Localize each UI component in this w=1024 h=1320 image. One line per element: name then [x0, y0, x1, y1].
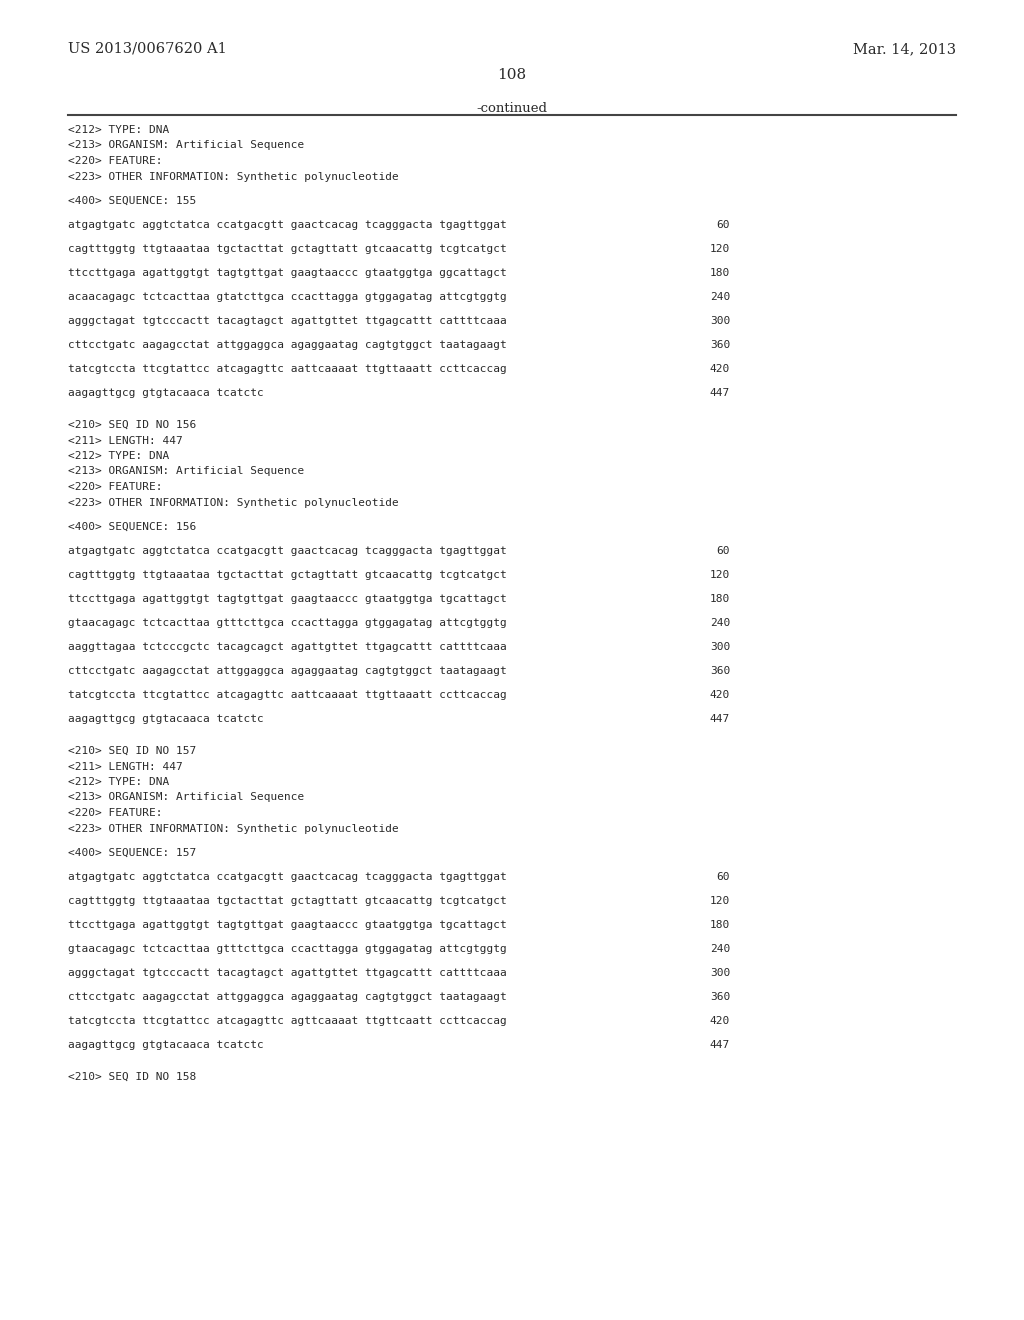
- Text: 447: 447: [710, 388, 730, 397]
- Text: ttccttgaga agattggtgt tagtgttgat gaagtaaccc gtaatggtga tgcattagct: ttccttgaga agattggtgt tagtgttgat gaagtaa…: [68, 594, 507, 603]
- Text: <223> OTHER INFORMATION: Synthetic polynucleotide: <223> OTHER INFORMATION: Synthetic polyn…: [68, 498, 398, 507]
- Text: 60: 60: [717, 545, 730, 556]
- Text: 240: 240: [710, 618, 730, 627]
- Text: atgagtgatc aggtctatca ccatgacgtt gaactcacag tcagggacta tgagttggat: atgagtgatc aggtctatca ccatgacgtt gaactca…: [68, 871, 507, 882]
- Text: tatcgtccta ttcgtattcc atcagagttc aattcaaaat ttgttaaatt ccttcaccag: tatcgtccta ttcgtattcc atcagagttc aattcaa…: [68, 689, 507, 700]
- Text: 108: 108: [498, 69, 526, 82]
- Text: gtaacagagc tctcacttaa gtttcttgca ccacttagga gtggagatag attcgtggtg: gtaacagagc tctcacttaa gtttcttgca ccactta…: [68, 618, 507, 627]
- Text: <212> TYPE: DNA: <212> TYPE: DNA: [68, 777, 169, 787]
- Text: gtaacagagc tctcacttaa gtttcttgca ccacttagga gtggagatag attcgtggtg: gtaacagagc tctcacttaa gtttcttgca ccactta…: [68, 944, 507, 953]
- Text: 60: 60: [717, 871, 730, 882]
- Text: 120: 120: [710, 243, 730, 253]
- Text: aaggttagaa tctcccgctc tacagcagct agattgttet ttgagcattt cattttcaaa: aaggttagaa tctcccgctc tacagcagct agattgt…: [68, 642, 507, 652]
- Text: acaacagagc tctcacttaa gtatcttgca ccacttagga gtggagatag attcgtggtg: acaacagagc tctcacttaa gtatcttgca ccactta…: [68, 292, 507, 301]
- Text: <400> SEQUENCE: 156: <400> SEQUENCE: 156: [68, 521, 197, 532]
- Text: 300: 300: [710, 968, 730, 978]
- Text: aagagttgcg gtgtacaaca tcatctc: aagagttgcg gtgtacaaca tcatctc: [68, 388, 264, 397]
- Text: 180: 180: [710, 268, 730, 277]
- Text: <220> FEATURE:: <220> FEATURE:: [68, 482, 163, 492]
- Text: <212> TYPE: DNA: <212> TYPE: DNA: [68, 125, 169, 135]
- Text: <220> FEATURE:: <220> FEATURE:: [68, 156, 163, 166]
- Text: 120: 120: [710, 895, 730, 906]
- Text: cagtttggtg ttgtaaataa tgctacttat gctagttatt gtcaacattg tcgtcatgct: cagtttggtg ttgtaaataa tgctacttat gctagtt…: [68, 243, 507, 253]
- Text: ttccttgaga agattggtgt tagtgttgat gaagtaaccc gtaatggtga tgcattagct: ttccttgaga agattggtgt tagtgttgat gaagtaa…: [68, 920, 507, 929]
- Text: 360: 360: [710, 339, 730, 350]
- Text: <210> SEQ ID NO 158: <210> SEQ ID NO 158: [68, 1072, 197, 1082]
- Text: 240: 240: [710, 944, 730, 953]
- Text: <210> SEQ ID NO 157: <210> SEQ ID NO 157: [68, 746, 197, 756]
- Text: aagagttgcg gtgtacaaca tcatctc: aagagttgcg gtgtacaaca tcatctc: [68, 1040, 264, 1049]
- Text: <213> ORGANISM: Artificial Sequence: <213> ORGANISM: Artificial Sequence: [68, 466, 304, 477]
- Text: <223> OTHER INFORMATION: Synthetic polynucleotide: <223> OTHER INFORMATION: Synthetic polyn…: [68, 172, 398, 181]
- Text: <220> FEATURE:: <220> FEATURE:: [68, 808, 163, 818]
- Text: cagtttggtg ttgtaaataa tgctacttat gctagttatt gtcaacattg tcgtcatgct: cagtttggtg ttgtaaataa tgctacttat gctagtt…: [68, 895, 507, 906]
- Text: 240: 240: [710, 292, 730, 301]
- Text: -continued: -continued: [476, 102, 548, 115]
- Text: agggctagat tgtcccactt tacagtagct agattgttet ttgagcattt cattttcaaa: agggctagat tgtcccactt tacagtagct agattgt…: [68, 315, 507, 326]
- Text: <213> ORGANISM: Artificial Sequence: <213> ORGANISM: Artificial Sequence: [68, 792, 304, 803]
- Text: 180: 180: [710, 594, 730, 603]
- Text: US 2013/0067620 A1: US 2013/0067620 A1: [68, 42, 226, 55]
- Text: 447: 447: [710, 714, 730, 723]
- Text: cttcctgatc aagagcctat attggaggca agaggaatag cagtgtggct taatagaagt: cttcctgatc aagagcctat attggaggca agaggaa…: [68, 339, 507, 350]
- Text: 300: 300: [710, 642, 730, 652]
- Text: <210> SEQ ID NO 156: <210> SEQ ID NO 156: [68, 420, 197, 430]
- Text: cagtttggtg ttgtaaataa tgctacttat gctagttatt gtcaacattg tcgtcatgct: cagtttggtg ttgtaaataa tgctacttat gctagtt…: [68, 569, 507, 579]
- Text: tatcgtccta ttcgtattcc atcagagttc aattcaaaat ttgttaaatt ccttcaccag: tatcgtccta ttcgtattcc atcagagttc aattcaa…: [68, 363, 507, 374]
- Text: 447: 447: [710, 1040, 730, 1049]
- Text: cttcctgatc aagagcctat attggaggca agaggaatag cagtgtggct taatagaagt: cttcctgatc aagagcctat attggaggca agaggaa…: [68, 991, 507, 1002]
- Text: 360: 360: [710, 665, 730, 676]
- Text: <211> LENGTH: 447: <211> LENGTH: 447: [68, 436, 182, 446]
- Text: <400> SEQUENCE: 157: <400> SEQUENCE: 157: [68, 847, 197, 858]
- Text: ttccttgaga agattggtgt tagtgttgat gaagtaaccc gtaatggtga ggcattagct: ttccttgaga agattggtgt tagtgttgat gaagtaa…: [68, 268, 507, 277]
- Text: <213> ORGANISM: Artificial Sequence: <213> ORGANISM: Artificial Sequence: [68, 140, 304, 150]
- Text: 300: 300: [710, 315, 730, 326]
- Text: 420: 420: [710, 363, 730, 374]
- Text: <400> SEQUENCE: 155: <400> SEQUENCE: 155: [68, 195, 197, 206]
- Text: cttcctgatc aagagcctat attggaggca agaggaatag cagtgtggct taatagaagt: cttcctgatc aagagcctat attggaggca agaggaa…: [68, 665, 507, 676]
- Text: agggctagat tgtcccactt tacagtagct agattgttet ttgagcattt cattttcaaa: agggctagat tgtcccactt tacagtagct agattgt…: [68, 968, 507, 978]
- Text: atgagtgatc aggtctatca ccatgacgtt gaactcacag tcagggacta tgagttggat: atgagtgatc aggtctatca ccatgacgtt gaactca…: [68, 219, 507, 230]
- Text: tatcgtccta ttcgtattcc atcagagttc agttcaaaat ttgttcaatt ccttcaccag: tatcgtccta ttcgtattcc atcagagttc agttcaa…: [68, 1015, 507, 1026]
- Text: <223> OTHER INFORMATION: Synthetic polynucleotide: <223> OTHER INFORMATION: Synthetic polyn…: [68, 824, 398, 833]
- Text: 60: 60: [717, 219, 730, 230]
- Text: 360: 360: [710, 991, 730, 1002]
- Text: aagagttgcg gtgtacaaca tcatctc: aagagttgcg gtgtacaaca tcatctc: [68, 714, 264, 723]
- Text: <212> TYPE: DNA: <212> TYPE: DNA: [68, 451, 169, 461]
- Text: Mar. 14, 2013: Mar. 14, 2013: [853, 42, 956, 55]
- Text: <211> LENGTH: 447: <211> LENGTH: 447: [68, 762, 182, 771]
- Text: 420: 420: [710, 1015, 730, 1026]
- Text: 180: 180: [710, 920, 730, 929]
- Text: 120: 120: [710, 569, 730, 579]
- Text: 420: 420: [710, 689, 730, 700]
- Text: atgagtgatc aggtctatca ccatgacgtt gaactcacag tcagggacta tgagttggat: atgagtgatc aggtctatca ccatgacgtt gaactca…: [68, 545, 507, 556]
